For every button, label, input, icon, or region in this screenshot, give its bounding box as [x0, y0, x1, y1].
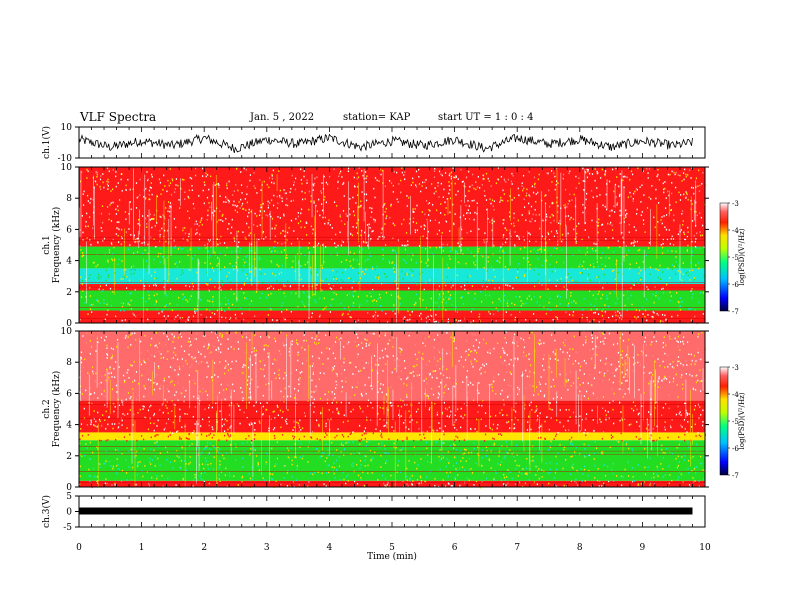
- ch2-spectrogram-image: [79, 331, 707, 489]
- ch1-trace: [78, 133, 693, 153]
- x-tick-label: 10: [699, 543, 711, 553]
- ch1-spectrogram-ylabel: ch.1Frequency (kHz): [42, 207, 62, 284]
- x-tick-label: 2: [201, 543, 207, 553]
- ch2-spectrogram-colorbar: [719, 366, 729, 476]
- x-tick-label: 5: [389, 543, 395, 553]
- y-tick-label: 8: [66, 358, 72, 368]
- colorbar-tick-label: -5: [732, 418, 739, 426]
- date-label: Jan. 5 , 2022: [250, 112, 315, 123]
- band-0: [79, 310, 705, 323]
- x-tick-label: 0: [76, 543, 82, 553]
- band-2: [79, 432, 705, 441]
- ch2-spectrogram-ylabel: ch.2Frequency (kHz): [42, 371, 62, 448]
- y-tick-label: 0: [66, 508, 72, 518]
- chart-title: VLF Spectra: [80, 110, 157, 124]
- station-label: station= KAP: [343, 112, 411, 123]
- band-1: [79, 440, 705, 481]
- ch2-spectrogram-colorbar-label: log(PSD)(V²/Hz): [738, 392, 746, 449]
- x-axis-label: Time (min): [367, 551, 417, 562]
- y-tick-label: 5: [66, 492, 72, 502]
- y-tick-label: 8: [66, 194, 72, 204]
- colorbar-tick-label: -4: [732, 227, 739, 235]
- band-4: [79, 246, 705, 269]
- colorbar-tick-label: -7: [732, 472, 739, 480]
- colorbar-tick-label: -3: [732, 200, 739, 208]
- y-tick-label: 10: [61, 327, 73, 337]
- y-tick-label: 6: [66, 225, 72, 235]
- speckle-texture: [79, 331, 707, 489]
- band-3: [79, 268, 705, 284]
- y-tick-label: 0: [66, 319, 72, 329]
- colorbar-tick-label: -6: [732, 281, 739, 289]
- y-tick-label: 6: [66, 389, 72, 399]
- colorbar-tick-label: -5: [732, 254, 739, 262]
- y-tick-label: 2: [66, 452, 72, 462]
- x-tick-label: 9: [640, 543, 646, 553]
- x-tick-label: 6: [452, 543, 458, 553]
- x-tick-label: 7: [514, 543, 520, 553]
- ch1-spectrogram-colorbar: [719, 202, 729, 312]
- y-tick-label: -5: [63, 523, 72, 533]
- y-tick-label: 0: [66, 483, 72, 493]
- ch1-spectrogram-image: [79, 167, 707, 325]
- start-time-label: start UT = 1 : 0 : 4: [438, 112, 534, 123]
- y-tick-label: 4: [66, 257, 72, 267]
- colorbar-tick-label: -7: [732, 308, 739, 316]
- band-5: [79, 167, 705, 247]
- x-tick-label: 3: [264, 543, 270, 553]
- speckle-texture: [79, 167, 707, 325]
- y-tick-label: 10: [61, 163, 73, 173]
- y-tick-label: -10: [58, 154, 73, 164]
- colorbar-tick-label: -4: [732, 391, 739, 399]
- y-tick-label: 4: [66, 421, 72, 431]
- x-tick-label: 4: [327, 543, 333, 553]
- y-tick-label: 2: [66, 288, 72, 298]
- ch1-waveform-ylabel: ch.1(V): [41, 126, 52, 159]
- band-1: [79, 290, 705, 311]
- ch1-spectrogram-colorbar-label: log(PSD)(V²/Hz): [738, 228, 746, 285]
- x-tick-label: 1: [139, 543, 145, 553]
- colorbar-tick-label: -3: [732, 364, 739, 372]
- y-tick-label: 10: [61, 123, 73, 133]
- colorbar-tick-label: -6: [732, 445, 739, 453]
- ch3-trace: [79, 507, 693, 515]
- ch3-waveform-ylabel: ch.3(V): [41, 495, 52, 528]
- x-tick-label: 8: [577, 543, 583, 553]
